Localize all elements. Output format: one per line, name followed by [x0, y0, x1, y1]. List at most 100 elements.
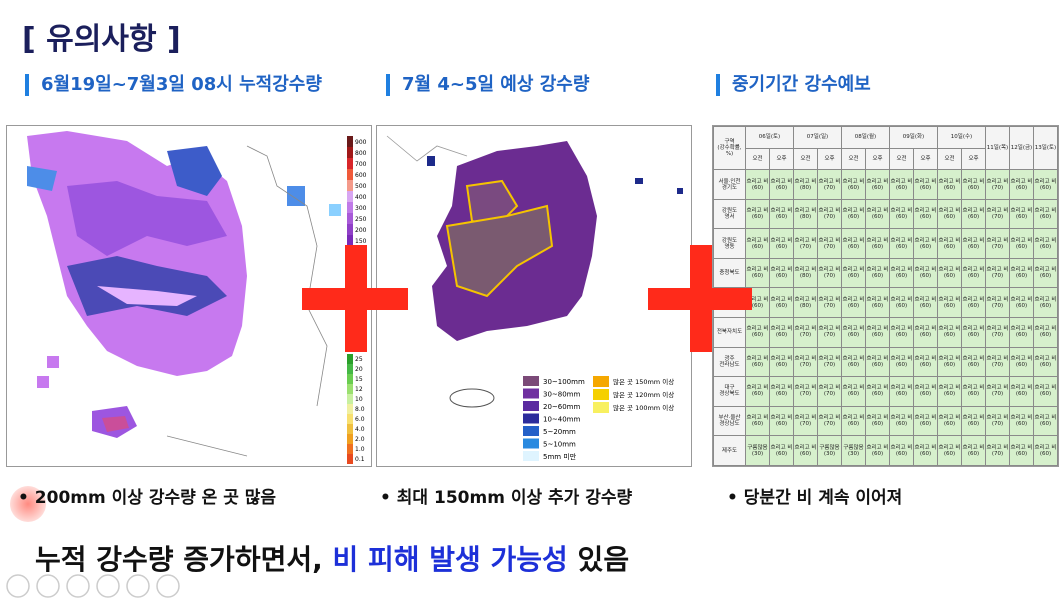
region-row: 서울·인천 경기도 흐리고 비 (60) 흐리고 비 (60) 흐리고 비 (80) 흐… — [713, 169, 1058, 200]
scale-label: 15 — [355, 376, 363, 383]
region-name: 강원도 영동 — [713, 228, 746, 259]
day-header: 08일(월) — [841, 126, 890, 149]
corner-header: 구역 (강수확률, %) — [713, 126, 746, 171]
scale-label: 12 — [355, 386, 363, 393]
forecast-cell: 흐리고 비 (80) — [793, 169, 818, 200]
forecast-cell: 흐리고 비 (80) — [793, 198, 818, 230]
forecast-cell: 흐리고 비 (60) — [937, 228, 962, 259]
header-row: 구역 (강수확률, %) 06일(토) 07일(일) 08일(월) 09일(화) 10일(… — [713, 126, 1058, 171]
forecast-cell: 흐리고 비 (70) — [817, 346, 842, 378]
section-heading: 중기기간 강수예보 — [716, 74, 871, 96]
color-swatch — [347, 424, 353, 434]
forecast-cell: 흐리고 비 (70) — [817, 257, 842, 289]
prev-button[interactable] — [6, 574, 30, 598]
forecast-cell: 흐리고 비 (60) — [1033, 376, 1058, 407]
forecast-cell: 흐리고 비 (60) — [913, 405, 938, 437]
day-header: 13일(토) — [1033, 126, 1058, 171]
legend-swatch — [523, 426, 539, 436]
zoom-button[interactable] — [126, 574, 150, 598]
bullet-text: • 당분간 비 계속 이어져 — [727, 488, 903, 508]
forecast-cell: 흐리고 비 (60) — [841, 376, 866, 407]
more-button[interactable] — [156, 574, 180, 598]
forecast-cell: 흐리고 비 (60) — [913, 346, 938, 378]
forecast-cell: 흐리고 비 (60) — [1033, 257, 1058, 289]
forecast-cell: 흐리고 비 (60) — [961, 287, 986, 319]
legend-label: 10~40mm — [543, 416, 580, 424]
forecast-cell: 흐리고 비 (60) — [865, 228, 890, 259]
forecast-cell: 흐리고 비 (60) — [769, 405, 794, 437]
color-swatch — [347, 191, 353, 202]
forecast-table-image: 구역 (강수확률, %) 06일(토) 07일(일) 08일(월) 09일(화) 10일(… — [712, 125, 1059, 467]
forecast-cell: 흐리고 비 (60) — [937, 287, 962, 319]
color-swatch — [347, 414, 353, 424]
forecast-cell: 흐리고 비 (60) — [961, 346, 986, 378]
scale-label: 0.1 — [355, 456, 365, 463]
forecast-cell: 흐리고 비 (60) — [961, 169, 986, 200]
next-button[interactable] — [36, 574, 60, 598]
region-row: 대구 경상북도 흐리고 비 (60) 흐리고 비 (60) 흐리고 비 (70) 흐리고… — [713, 376, 1058, 407]
legend-swatch — [523, 413, 539, 424]
forecast-cell: 흐리고 비 (60) — [889, 198, 914, 230]
forecast-cell: 흐리고 비 (60) — [1009, 346, 1034, 378]
legend-label: 30~80mm — [543, 391, 580, 399]
legend-label: 5~10mm — [543, 441, 576, 449]
forecast-cell: 흐리고 비 (70) — [817, 376, 842, 407]
bullet-text: • 200mm 이상 강수량 온 곳 많음 — [18, 488, 277, 508]
color-swatch — [347, 213, 353, 224]
forecast-cell: 흐리고 비 (60) — [1009, 169, 1034, 200]
viewer-toolbar[interactable] — [4, 572, 194, 600]
forecast-cell: 흐리고 비 (70) — [817, 317, 842, 348]
forecast-cell: 흐리고 비 (60) — [937, 405, 962, 437]
region-name: 부산·울산 경상남도 — [713, 405, 746, 437]
forecast-cell: 흐리고 비 (60) — [793, 435, 818, 466]
forecast-cell: 흐리고 비 (60) — [769, 317, 794, 348]
forecast-cell: 흐리고 비 (60) — [889, 405, 914, 437]
legend-label: 많은 곳 120mm 이상 — [613, 390, 674, 399]
forecast-cell: 흐리고 비 (60) — [889, 435, 914, 466]
region-row: 제주도 구름많음 (30) 흐리고 비 (60) 흐리고 비 (60) 구름많음 (30… — [713, 435, 1058, 466]
forecast-cell: 흐리고 비 (60) — [1009, 435, 1034, 466]
forecast-cell: 흐리고 비 (60) — [913, 228, 938, 259]
legend-swatch — [593, 389, 609, 400]
pm-header: 오후 — [817, 147, 842, 171]
forecast-cell: 흐리고 비 (60) — [865, 287, 890, 319]
forecast-cell: 흐리고 비 (60) — [841, 198, 866, 230]
scale-label: 150 — [355, 238, 367, 245]
forecast-cell: 흐리고 비 (60) — [961, 317, 986, 348]
forecast-cell: 흐리고 비 (70) — [985, 376, 1010, 407]
forecast-cell: 흐리고 비 (70) — [985, 169, 1010, 200]
scale-label: 300 — [355, 205, 367, 212]
forecast-cell: 흐리고 비 (60) — [745, 257, 770, 289]
color-swatch — [347, 444, 353, 454]
legend-label: 30~100mm — [543, 378, 585, 386]
forecast-cell: 흐리고 비 (60) — [745, 405, 770, 437]
legend-label: 5~20mm — [543, 428, 576, 436]
am-header: 오전 — [937, 147, 962, 171]
forecast-cell: 흐리고 비 (60) — [769, 228, 794, 259]
slides-button[interactable] — [96, 574, 120, 598]
pen-button[interactable] — [66, 574, 90, 598]
forecast-cell: 흐리고 비 (60) — [961, 435, 986, 466]
legend-swatch — [523, 388, 539, 399]
forecast-cell: 구름많음 (30) — [817, 435, 842, 466]
forecast-cell: 흐리고 비 (60) — [913, 257, 938, 289]
forecast-cell: 흐리고 비 (70) — [817, 169, 842, 200]
forecast-cell: 흐리고 비 (60) — [865, 405, 890, 437]
forecast-cell: 흐리고 비 (60) — [865, 317, 890, 348]
region-name: 대구 경상북도 — [713, 376, 746, 407]
am-header: 오전 — [745, 147, 770, 171]
scale-label: 900 — [355, 139, 367, 146]
day-header: 07일(일) — [793, 126, 842, 149]
legend-label: 많은 곳 100mm 이상 — [613, 403, 674, 412]
forecast-cell: 흐리고 비 (60) — [841, 169, 866, 200]
forecast-cell: 흐리고 비 (60) — [1033, 317, 1058, 348]
forecast-cell: 흐리고 비 (60) — [769, 376, 794, 407]
section-heading: 7월 4~5일 예상 강수량 — [386, 74, 589, 96]
pointer-highlight — [10, 486, 46, 522]
forecast-cell: 흐리고 비 (70) — [985, 317, 1010, 348]
forecast-cell: 흐리고 비 (60) — [937, 169, 962, 200]
scale-label: 250 — [355, 216, 367, 223]
bullet-text: • 최대 150mm 이상 추가 강수량 — [380, 488, 633, 508]
am-header: 오전 — [889, 147, 914, 171]
